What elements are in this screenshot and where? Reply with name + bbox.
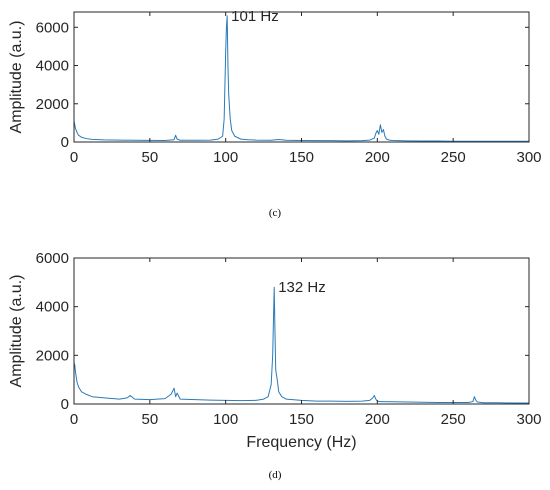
x-tick-label: 0 [70, 149, 78, 166]
series-line [73, 286, 529, 404]
chart-panel-d: 0 50 100 150 200 250 300 0 2000 4000 6000 Amplitude… [8, 250, 542, 481]
y-tick-label: 2000 [36, 96, 69, 113]
peak-annotation: 132 Hz [278, 279, 326, 296]
y-tick-label: 6000 [36, 19, 69, 36]
x-tick-label: 200 [365, 411, 390, 428]
x-tick-label: 250 [441, 149, 466, 166]
y-tick-label: 0 [61, 134, 69, 151]
y-axis-label: Amplitude (a.u.) [8, 275, 25, 388]
plot-frame [73, 11, 530, 143]
panel-caption: (d) [269, 469, 282, 481]
x-tick-label: 0 [70, 411, 78, 428]
y-tick-label: 2000 [36, 347, 69, 364]
x-tick-label: 300 [516, 411, 541, 428]
x-tick-label: 150 [289, 149, 314, 166]
x-axis-label: Frequency (Hz) [246, 434, 356, 451]
y-tick-label: 4000 [36, 299, 69, 316]
x-tick-label: 250 [441, 411, 466, 428]
x-tick-label: 50 [141, 149, 158, 166]
y-tick-label: 4000 [36, 58, 69, 75]
x-tick-label: 100 [213, 411, 238, 428]
x-tick-label: 100 [213, 149, 238, 166]
chart-panel-c: 0 50 100 150 200 250 300 0 2000 4000 6000 Amplitude… [8, 8, 542, 219]
y-tick-label: 6000 [36, 250, 69, 267]
y-tick-label: 0 [61, 396, 69, 413]
y-axis-label: Amplitude (a.u.) [8, 21, 25, 134]
x-tick-label: 200 [365, 149, 390, 166]
x-tick-label: 50 [141, 411, 158, 428]
x-tick-label: 300 [516, 149, 541, 166]
panel-caption: (c) [269, 207, 282, 219]
series-line [73, 15, 529, 142]
peak-annotation: 101 Hz [231, 8, 279, 25]
x-tick-label: 150 [289, 411, 314, 428]
